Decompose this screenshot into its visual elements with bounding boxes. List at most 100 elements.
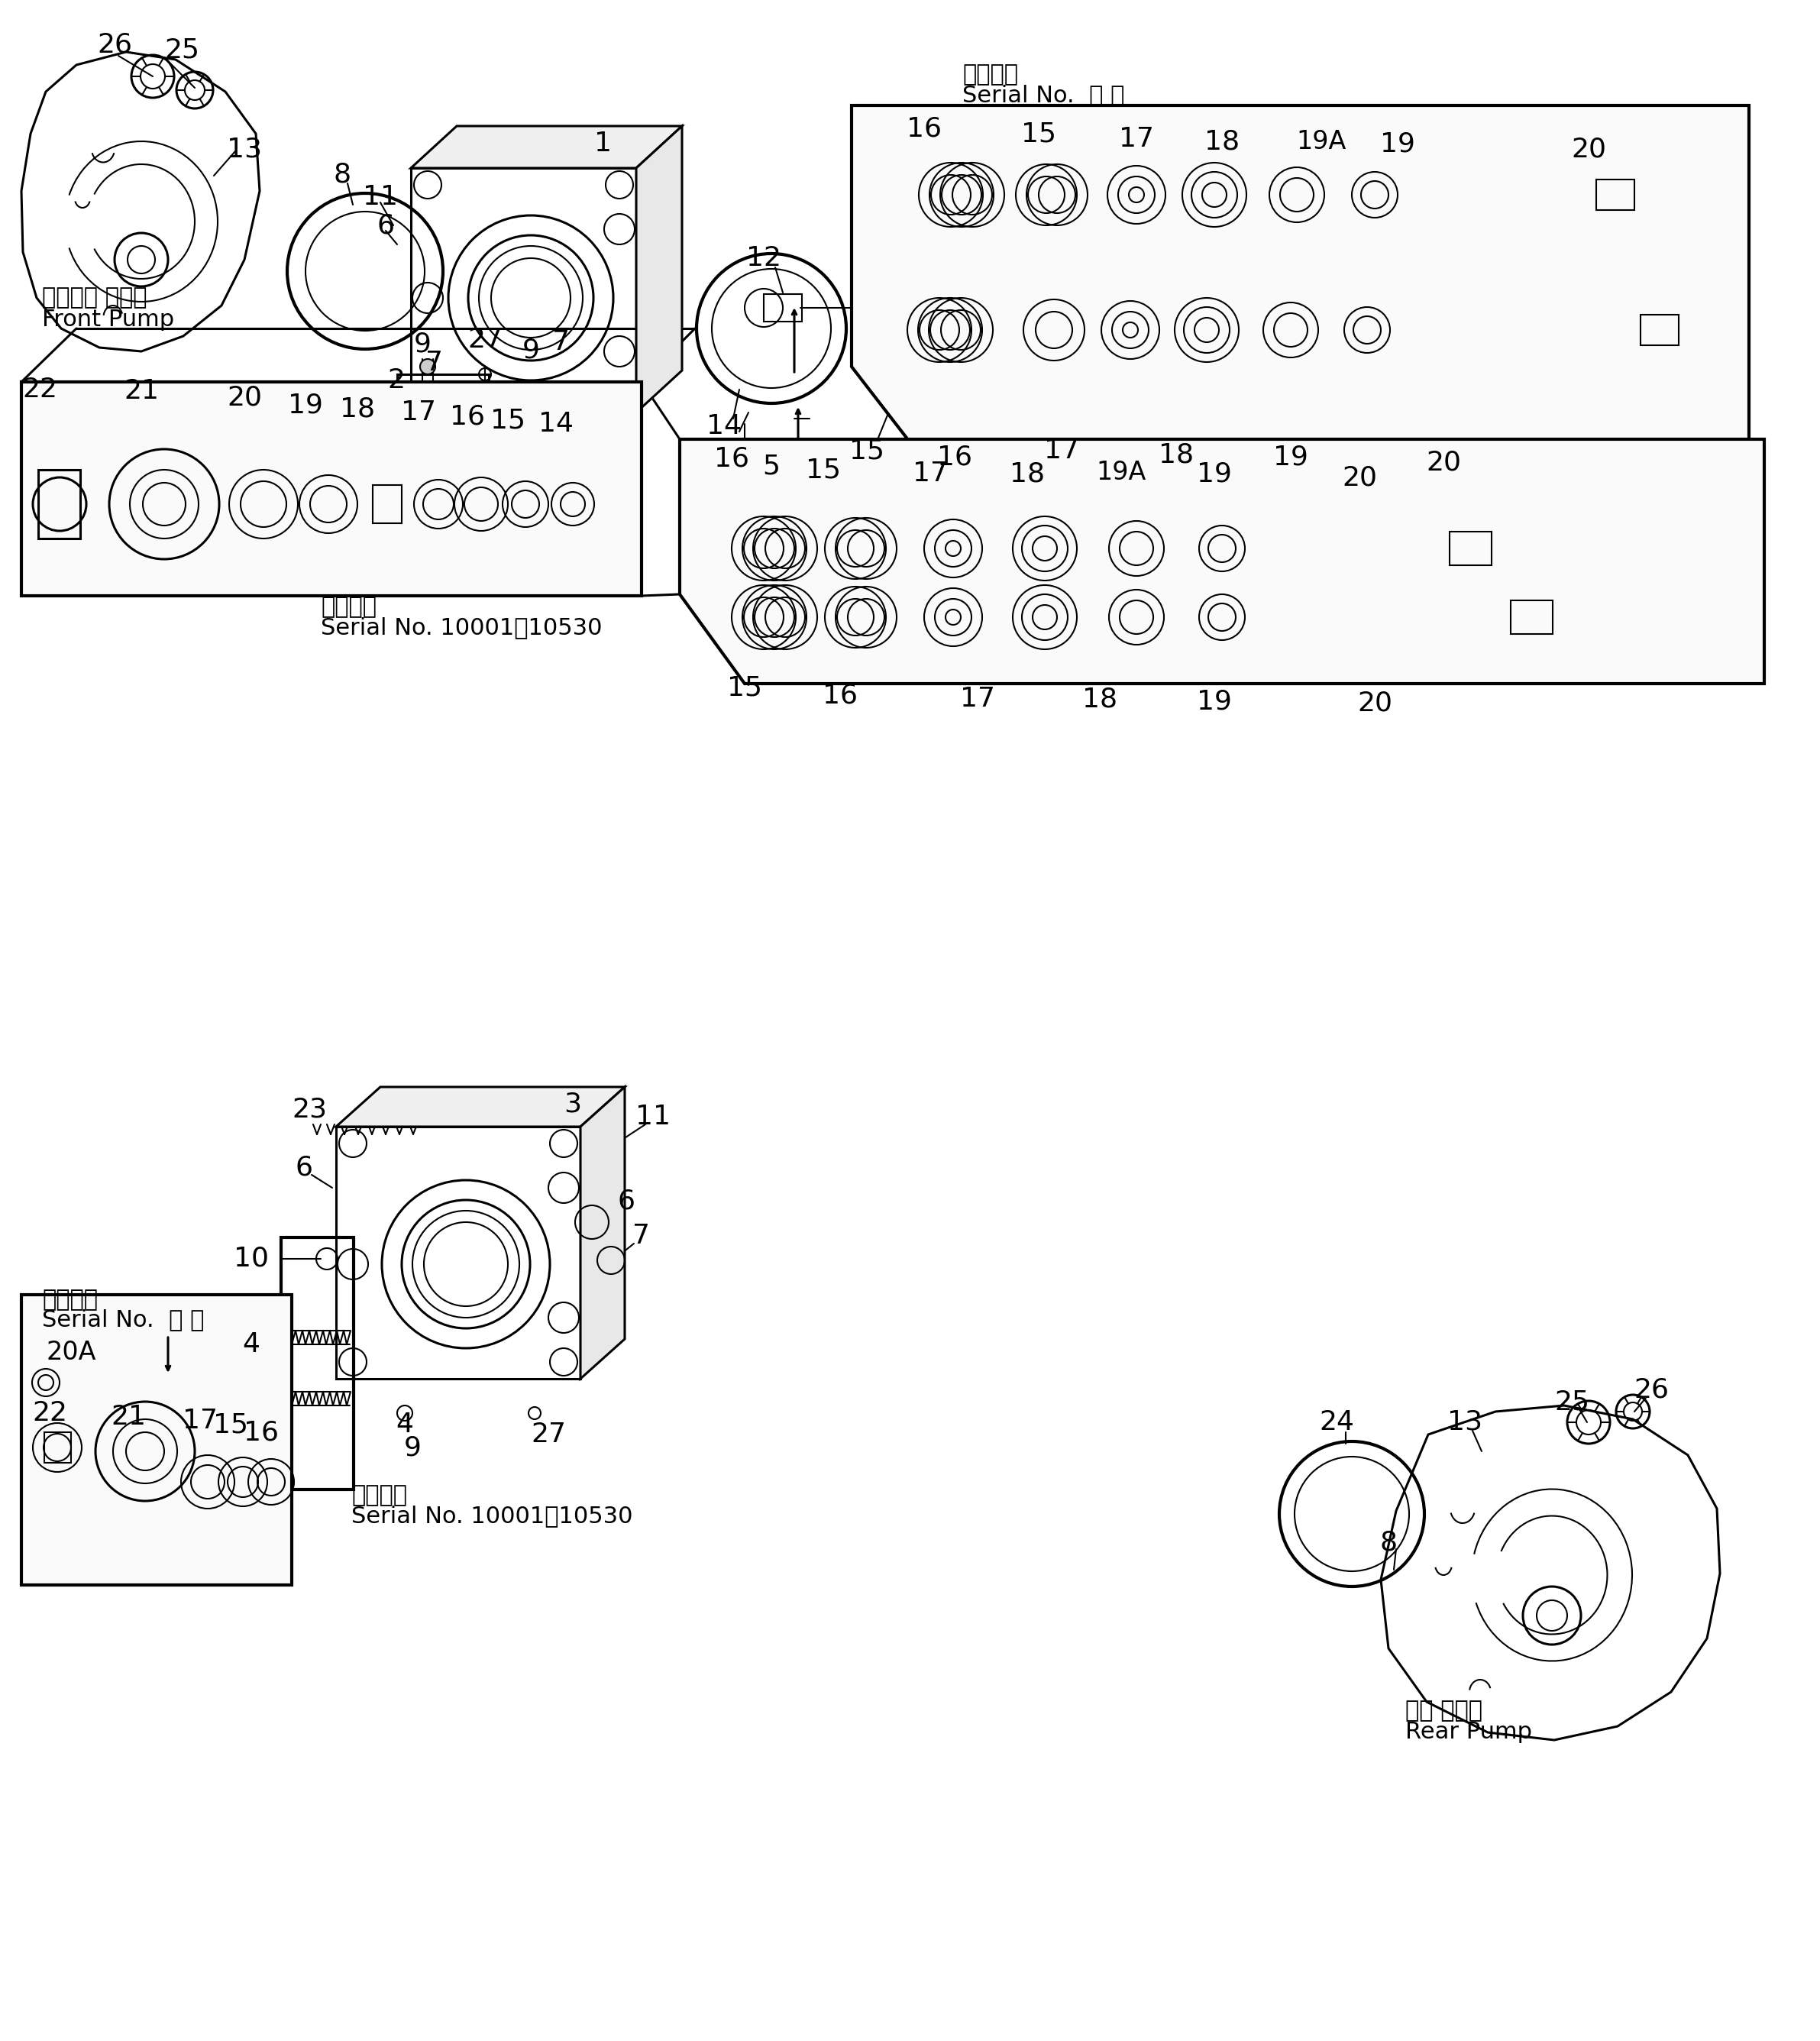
Bar: [397, 374, 490, 425]
Text: 適用号機: 適用号機: [320, 596, 377, 618]
Text: 4: 4: [242, 1331, 260, 1357]
Text: 17: 17: [912, 461, 948, 486]
Text: Serial No. 10001～10530: Serial No. 10001～10530: [351, 1504, 633, 1527]
Text: 9: 9: [413, 331, 431, 357]
Text: 適用号機: 適用号機: [351, 1484, 408, 1506]
Polygon shape: [411, 127, 682, 167]
Text: 9: 9: [522, 337, 539, 363]
Text: 16: 16: [450, 404, 484, 429]
Text: 11: 11: [635, 1104, 670, 1131]
Text: 15: 15: [850, 437, 885, 463]
Text: 19A: 19A: [1096, 459, 1147, 484]
Text: 15: 15: [806, 457, 841, 484]
Text: 16: 16: [244, 1418, 278, 1445]
Text: 12: 12: [746, 245, 781, 271]
Bar: [1640, 314, 1678, 345]
Bar: [1449, 531, 1492, 565]
Text: 16: 16: [906, 116, 941, 141]
Text: 21: 21: [124, 378, 158, 404]
Text: 27: 27: [531, 1421, 566, 1447]
Text: 18: 18: [340, 396, 375, 422]
Text: 17: 17: [1045, 437, 1079, 463]
Text: 11: 11: [362, 184, 399, 210]
Text: 16: 16: [937, 443, 972, 469]
Circle shape: [420, 359, 435, 374]
Text: 6: 6: [295, 1153, 313, 1180]
Text: 20: 20: [228, 384, 262, 410]
Text: 2: 2: [388, 367, 404, 394]
Text: 13: 13: [228, 137, 262, 161]
Text: 15: 15: [490, 406, 526, 433]
Text: 18: 18: [1205, 129, 1239, 155]
Bar: [1596, 180, 1634, 210]
Text: 19: 19: [1380, 131, 1416, 157]
Text: 13: 13: [1447, 1408, 1483, 1435]
Text: 適用号機: 適用号機: [963, 63, 1017, 86]
Text: 17: 17: [1119, 127, 1154, 151]
Text: Rear Pump: Rear Pump: [1405, 1721, 1532, 1743]
Text: リヤ ポンプ: リヤ ポンプ: [1405, 1700, 1483, 1723]
Text: 19: 19: [1274, 443, 1309, 469]
Bar: [44, 1433, 71, 1463]
Text: 8: 8: [1380, 1531, 1398, 1555]
Polygon shape: [337, 1088, 624, 1127]
Text: 15: 15: [213, 1412, 248, 1437]
Text: 7: 7: [426, 349, 442, 376]
Text: 20: 20: [1358, 690, 1392, 716]
Text: 20: 20: [1425, 449, 1461, 476]
Text: Front Pump: Front Pump: [42, 308, 175, 331]
Polygon shape: [581, 1088, 624, 1380]
Bar: [337, 1127, 581, 1380]
Text: Serial No. 10001～10530: Serial No. 10001～10530: [320, 616, 602, 639]
Bar: [373, 486, 402, 522]
Text: 15: 15: [1021, 120, 1056, 147]
Text: 20A: 20A: [46, 1339, 96, 1365]
Text: 9: 9: [404, 1435, 420, 1461]
Text: 6: 6: [377, 212, 395, 239]
Text: 7: 7: [553, 329, 570, 355]
Text: 22: 22: [33, 1400, 67, 1427]
Text: Serial No.  ・ ～: Serial No. ・ ～: [963, 84, 1125, 106]
Text: 7: 7: [633, 1223, 650, 1249]
Text: 20: 20: [1571, 137, 1607, 161]
Polygon shape: [679, 439, 1764, 684]
Text: 22: 22: [22, 378, 56, 402]
Text: 17: 17: [400, 400, 437, 425]
Text: 24: 24: [1320, 1408, 1354, 1435]
Text: 15: 15: [726, 674, 763, 700]
Text: 16: 16: [713, 445, 750, 471]
Text: 1: 1: [595, 131, 612, 157]
Polygon shape: [22, 1294, 291, 1586]
Text: 18: 18: [1083, 686, 1117, 712]
Text: Serial No.  ・ ～: Serial No. ・ ～: [42, 1308, 204, 1331]
Text: 19: 19: [1198, 461, 1232, 486]
Text: 3: 3: [564, 1090, 582, 1116]
Text: 26: 26: [1634, 1378, 1669, 1404]
Text: 21: 21: [111, 1404, 146, 1431]
Polygon shape: [22, 382, 641, 596]
Text: 25: 25: [164, 37, 200, 63]
Polygon shape: [852, 106, 1749, 451]
Text: フロント ポンプ: フロント ポンプ: [42, 288, 147, 308]
Text: 17: 17: [959, 686, 996, 712]
Text: 20: 20: [1341, 465, 1378, 490]
Text: 10: 10: [233, 1245, 269, 1272]
Circle shape: [535, 398, 550, 412]
Text: 25: 25: [1554, 1388, 1589, 1414]
Text: 16: 16: [823, 682, 857, 708]
Text: 26: 26: [96, 31, 133, 57]
Bar: [411, 167, 637, 412]
Text: 14: 14: [706, 412, 741, 439]
Text: 17: 17: [182, 1408, 218, 1433]
Text: 5: 5: [763, 453, 781, 480]
Bar: [280, 1237, 353, 1490]
Text: 18: 18: [1159, 441, 1194, 467]
Text: 適用号機: 適用号機: [42, 1290, 98, 1310]
Text: 4: 4: [397, 1412, 413, 1437]
Bar: [764, 294, 803, 322]
Text: 19: 19: [288, 392, 322, 418]
Text: 14: 14: [539, 410, 573, 437]
Text: 19: 19: [1198, 688, 1232, 714]
Polygon shape: [637, 127, 682, 412]
Text: 27: 27: [468, 327, 502, 353]
